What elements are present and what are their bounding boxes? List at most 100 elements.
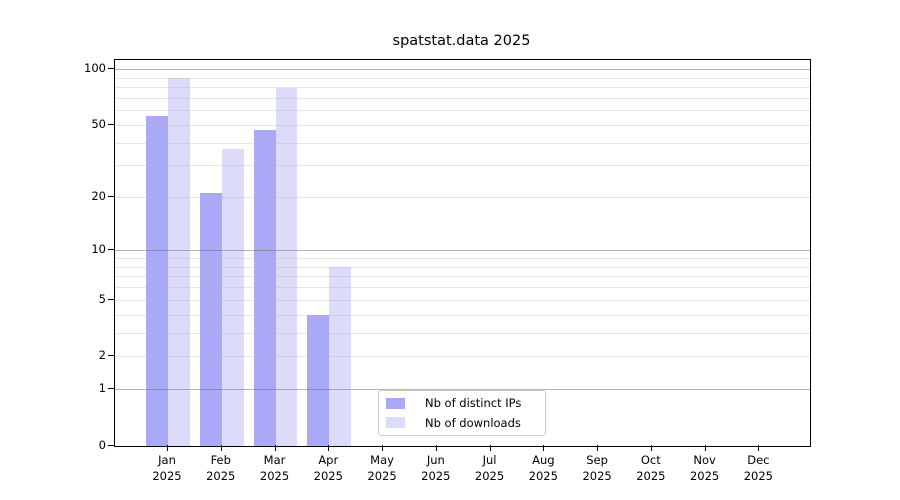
- y-axis-tick: [108, 196, 114, 198]
- month-label: Apr: [318, 453, 339, 467]
- x-axis-tick: [220, 445, 222, 451]
- month-label: Jun: [426, 453, 445, 467]
- y-axis-tick-label: 1: [98, 381, 106, 396]
- month-label: Jul: [482, 453, 497, 467]
- y-axis-tick-label: 5: [98, 291, 106, 306]
- gridline-minor: [115, 97, 810, 99]
- gridline-minor: [115, 257, 810, 259]
- x-axis-tick: [382, 445, 384, 451]
- gridline-minor: [115, 87, 810, 89]
- month-label: Aug: [532, 453, 555, 467]
- bar-downloads: [275, 88, 298, 446]
- bar-distinct-ips: [146, 115, 168, 446]
- gridline-major: [115, 69, 810, 70]
- x-axis-tick-label: Dec 2025: [730, 453, 786, 484]
- year-label: 2025: [259, 468, 290, 483]
- year-label: 2025: [582, 468, 612, 483]
- y-axis-tick: [108, 249, 114, 251]
- x-axis-tick: [167, 445, 168, 451]
- year-label: 2025: [474, 468, 505, 483]
- x-axis-tick: [328, 445, 330, 451]
- legend-label-distinct-ips: Nb of distinct IPs: [425, 396, 522, 411]
- gridline-minor: [115, 299, 810, 301]
- legend-item-downloads: Nb of downloads: [386, 416, 545, 430]
- x-axis-tick-label: Feb 2025: [193, 453, 249, 484]
- year-label: 2025: [206, 468, 236, 483]
- gridline-minor: [115, 332, 810, 334]
- legend-item-distinct-ips: Nb of distinct IPs: [386, 396, 545, 410]
- gridline-minor: [115, 287, 810, 289]
- gridline-minor: [115, 77, 810, 79]
- plot-area: [114, 59, 811, 447]
- year-label: 2025: [421, 468, 451, 483]
- x-axis-tick-label: Mar 2025: [247, 453, 303, 484]
- y-axis-tick: [108, 298, 114, 300]
- gridline-minor: [115, 356, 810, 358]
- gridline-major: [115, 389, 810, 391]
- x-axis-tick: [597, 445, 599, 451]
- y-axis-tick-label: 2: [98, 348, 106, 363]
- x-axis-tick-label: Jan 2025: [139, 453, 195, 484]
- y-axis-tick-label: 100: [84, 61, 106, 75]
- y-axis-tick: [108, 388, 114, 390]
- year-label: 2025: [636, 468, 666, 483]
- x-axis-tick-label: Oct 2025: [623, 453, 679, 484]
- y-axis-tick-label: 20: [91, 189, 106, 204]
- year-label: 2025: [743, 468, 773, 483]
- legend-swatch-downloads: [386, 417, 405, 429]
- bar-downloads: [329, 266, 352, 446]
- bar-distinct-ips: [253, 129, 276, 446]
- gridline-minor: [115, 110, 810, 112]
- month-label: Oct: [640, 453, 661, 467]
- gridline-minor: [115, 197, 810, 199]
- x-axis-tick: [543, 445, 545, 451]
- gridline-minor: [115, 165, 810, 167]
- year-label: 2025: [689, 468, 720, 483]
- y-axis-tick-label: 10: [91, 242, 106, 257]
- gridline-minor: [115, 314, 810, 316]
- year-label: 2025: [313, 468, 343, 483]
- month-label: Sep: [586, 453, 608, 467]
- gridline-minor: [115, 124, 810, 126]
- y-axis-tick: [108, 355, 114, 357]
- year-label: 2025: [152, 468, 182, 483]
- bar-downloads: [168, 77, 190, 446]
- x-axis-tick-label: Apr 2025: [300, 453, 356, 484]
- year-label: 2025: [528, 468, 558, 483]
- x-axis-tick-label: Jun 2025: [408, 453, 464, 484]
- x-axis-tick: [489, 445, 491, 451]
- month-label: Dec: [747, 453, 770, 467]
- y-axis-tick-label: 0: [98, 438, 106, 452]
- month-label: Jan: [158, 453, 176, 467]
- year-label: 2025: [367, 468, 397, 483]
- bar-distinct-ips: [199, 193, 222, 446]
- gridline-minor: [115, 142, 810, 144]
- y-axis-tick: [108, 68, 114, 69]
- x-axis-tick-label: Sep 2025: [569, 453, 625, 484]
- month-label: May: [370, 453, 394, 467]
- month-label: Nov: [693, 453, 716, 467]
- y-axis-tick-label: 50: [91, 116, 106, 131]
- x-axis-tick: [650, 445, 652, 451]
- x-axis-tick-label: Jul 2025: [462, 453, 518, 484]
- x-axis-tick: [274, 445, 276, 451]
- month-label: Feb: [210, 453, 231, 467]
- gridline-major: [115, 250, 810, 252]
- bar-downloads: [221, 148, 244, 446]
- gridline-minor: [115, 266, 810, 268]
- chart-title: spatstat.data 2025: [392, 33, 531, 49]
- legend: Nb of distinct IPs Nb of downloads: [378, 390, 546, 436]
- x-axis-tick: [758, 445, 760, 451]
- month-label: Mar: [263, 453, 286, 467]
- legend-swatch-distinct-ips: [386, 397, 405, 409]
- y-axis-tick: [108, 445, 114, 446]
- x-axis-tick-label: May 2025: [354, 453, 410, 484]
- x-axis-tick-label: Aug 2025: [515, 453, 571, 484]
- y-axis-tick: [108, 123, 114, 125]
- x-axis-tick: [704, 445, 706, 451]
- gridline-minor: [115, 276, 810, 278]
- x-axis-tick-label: Nov 2025: [677, 453, 733, 484]
- legend-label-downloads: Nb of downloads: [425, 415, 521, 430]
- x-axis-tick: [435, 445, 437, 451]
